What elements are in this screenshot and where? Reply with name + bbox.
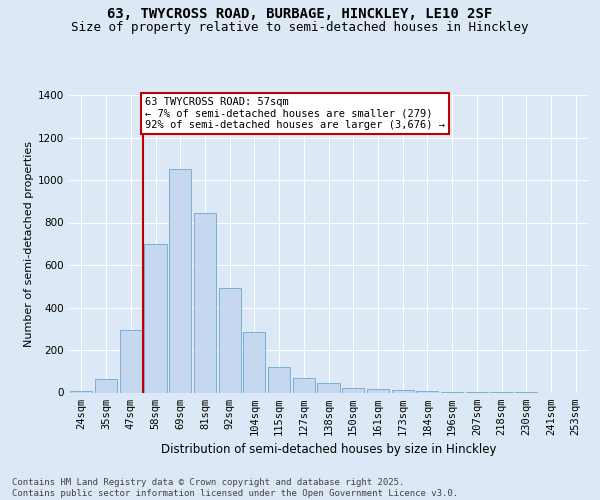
Bar	[268, 367, 290, 392]
Bar	[194, 213, 216, 392]
Text: Contains HM Land Registry data © Crown copyright and database right 2025.
Contai: Contains HM Land Registry data © Crown c…	[12, 478, 458, 498]
Bar	[145, 244, 167, 392]
Bar	[392, 390, 414, 392]
Text: Size of property relative to semi-detached houses in Hinckley: Size of property relative to semi-detach…	[71, 21, 529, 34]
Bar	[317, 383, 340, 392]
Text: 63 TWYCROSS ROAD: 57sqm
← 7% of semi-detached houses are smaller (279)
92% of se: 63 TWYCROSS ROAD: 57sqm ← 7% of semi-det…	[145, 97, 445, 130]
Y-axis label: Number of semi-detached properties: Number of semi-detached properties	[24, 141, 34, 347]
Bar	[243, 332, 265, 392]
Bar	[218, 288, 241, 393]
Bar	[342, 388, 364, 392]
Bar	[367, 388, 389, 392]
Bar	[95, 378, 117, 392]
Text: 63, TWYCROSS ROAD, BURBAGE, HINCKLEY, LE10 2SF: 63, TWYCROSS ROAD, BURBAGE, HINCKLEY, LE…	[107, 8, 493, 22]
X-axis label: Distribution of semi-detached houses by size in Hinckley: Distribution of semi-detached houses by …	[161, 443, 496, 456]
Bar	[119, 330, 142, 392]
Bar	[293, 378, 315, 392]
Bar	[416, 391, 439, 392]
Bar	[169, 170, 191, 392]
